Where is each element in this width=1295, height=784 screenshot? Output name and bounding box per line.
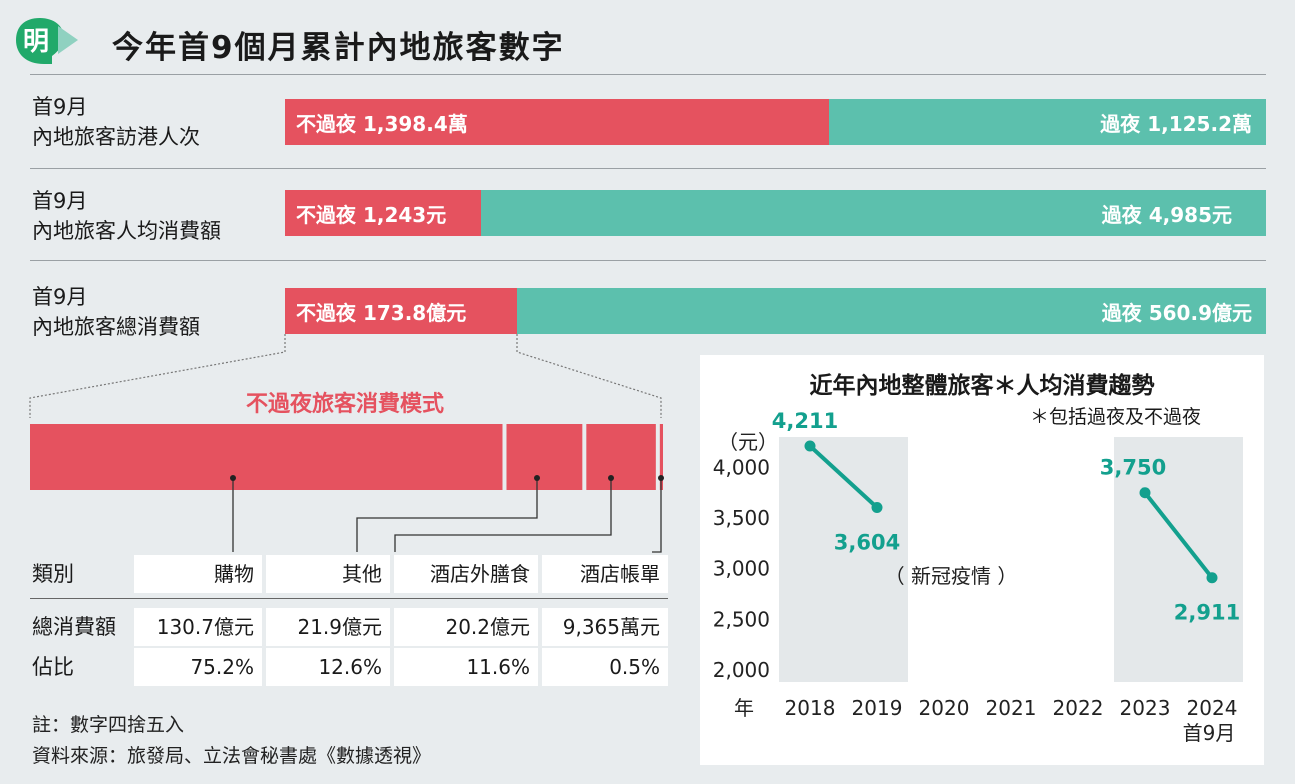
data-label: 3,750 xyxy=(1100,456,1166,480)
shade-band-0 xyxy=(779,437,908,682)
share-dining: 11.6% xyxy=(394,648,538,686)
divider xyxy=(30,168,1266,169)
total-shopping: 130.7億元 xyxy=(134,608,262,646)
table-header-label: 類別 xyxy=(32,562,74,586)
x-tick-label: 2019 xyxy=(852,696,903,720)
covid-label: （ 新冠疫情 ） xyxy=(885,564,1018,588)
y-unit-label: （元） xyxy=(718,430,778,454)
share-hotel: 0.5% xyxy=(542,648,668,686)
category-dining: 酒店外膳食 xyxy=(394,555,538,593)
data-point xyxy=(804,440,816,452)
category-hotel: 酒店帳單 xyxy=(542,555,668,593)
data-point xyxy=(1206,572,1218,584)
data-point xyxy=(871,502,883,514)
total-other: 21.9億元 xyxy=(266,608,390,646)
bar-overnight-total: 過夜 560.9億元 xyxy=(517,288,1266,334)
total-dining: 20.2億元 xyxy=(394,608,538,646)
share-other: 12.6% xyxy=(266,648,390,686)
bar-not-overnight-per-capita: 不過夜 1,243元 xyxy=(285,190,481,236)
data-label: 2,911 xyxy=(1174,601,1240,625)
bar-overnight-visits: 過夜 1,125.2萬 xyxy=(829,99,1266,145)
shade-band-1 xyxy=(1114,437,1243,682)
breakdown-title: 不過夜旅客消費模式 xyxy=(245,392,444,417)
row-label-visits: 首9月 內地旅客訪港人次 xyxy=(32,95,200,149)
table-divider xyxy=(30,598,668,599)
data-label: 3,604 xyxy=(834,531,900,555)
x-tick-label: 2022 xyxy=(1053,696,1104,720)
share-label: 佔比 xyxy=(32,655,74,679)
bar-overnight-per-capita: 過夜 4,985元 xyxy=(481,190,1266,236)
stack-segment-2 xyxy=(586,424,656,490)
y-tick-label: 2,500 xyxy=(713,607,770,631)
y-axis: 2,000 2,500 3,000 3,500 4,000 xyxy=(713,455,770,682)
category-other: 其他 xyxy=(266,555,390,593)
trend-chart: 2,000 2,500 3,000 3,500 4,000 （元） （ 新冠疫情 ） 年… xyxy=(713,409,1243,745)
share-shopping: 75.2% xyxy=(134,648,262,686)
data-label: 4,211 xyxy=(772,409,838,433)
x-tick-label: 2024 xyxy=(1187,696,1238,720)
category-shopping: 購物 xyxy=(134,555,262,593)
series-lines: 4,211 3,604 3,750 2,911 xyxy=(772,409,1240,625)
row-label-per-capita: 首9月 內地旅客人均消費額 xyxy=(32,189,221,243)
leader-lines xyxy=(232,478,662,553)
note-rounding: 註：數字四捨五入 xyxy=(32,714,185,736)
x-axis: 2018 2019 2020 2021 2022 2023 2024 xyxy=(785,696,1238,720)
x-sub-label: 首9月 xyxy=(1183,721,1236,745)
data-point xyxy=(1139,487,1151,499)
y-tick-label: 3,000 xyxy=(713,557,770,581)
series-line-0 xyxy=(808,444,879,509)
bar-not-overnight-total: 不過夜 173.8億元 xyxy=(285,288,517,334)
x-tick-label: 2018 xyxy=(785,696,836,720)
stack-segment-3 xyxy=(659,424,663,490)
note-source: 資料來源：旅發局、立法會秘書處《數據透視》 xyxy=(32,745,432,767)
y-tick-label: 2,000 xyxy=(713,658,770,682)
x-axis-label: 年 xyxy=(734,696,754,720)
stack-bar-group xyxy=(30,424,663,490)
trend-title: 近年內地整體旅客＊人均消費趨勢 xyxy=(809,373,1155,399)
divider xyxy=(30,74,1266,75)
y-tick-label: 3,500 xyxy=(713,506,770,530)
shaded-bands xyxy=(779,437,1243,682)
series-line-1 xyxy=(1143,491,1214,579)
total-label: 總消費額 xyxy=(32,615,116,639)
x-tick-label: 2023 xyxy=(1120,696,1171,720)
stack-segment-0 xyxy=(30,424,503,490)
bar-not-overnight-visits: 不過夜 1,398.4萬 xyxy=(285,99,829,145)
row-label-total: 首9月 內地旅客總消費額 xyxy=(32,285,200,339)
logo-text: 明 xyxy=(23,27,49,57)
total-hotel: 9,365萬元 xyxy=(542,608,668,646)
stack-segment-1 xyxy=(506,424,583,490)
x-tick-label: 2020 xyxy=(919,696,970,720)
trend-footnote: ＊包括過夜及不過夜 xyxy=(1030,406,1202,428)
page-title: 今年首9個月累計內地旅客數字 xyxy=(112,30,565,66)
x-tick-label: 2021 xyxy=(986,696,1037,720)
divider xyxy=(30,260,1266,261)
logo-icon: 明 xyxy=(16,18,78,64)
y-tick-label: 4,000 xyxy=(713,455,770,479)
